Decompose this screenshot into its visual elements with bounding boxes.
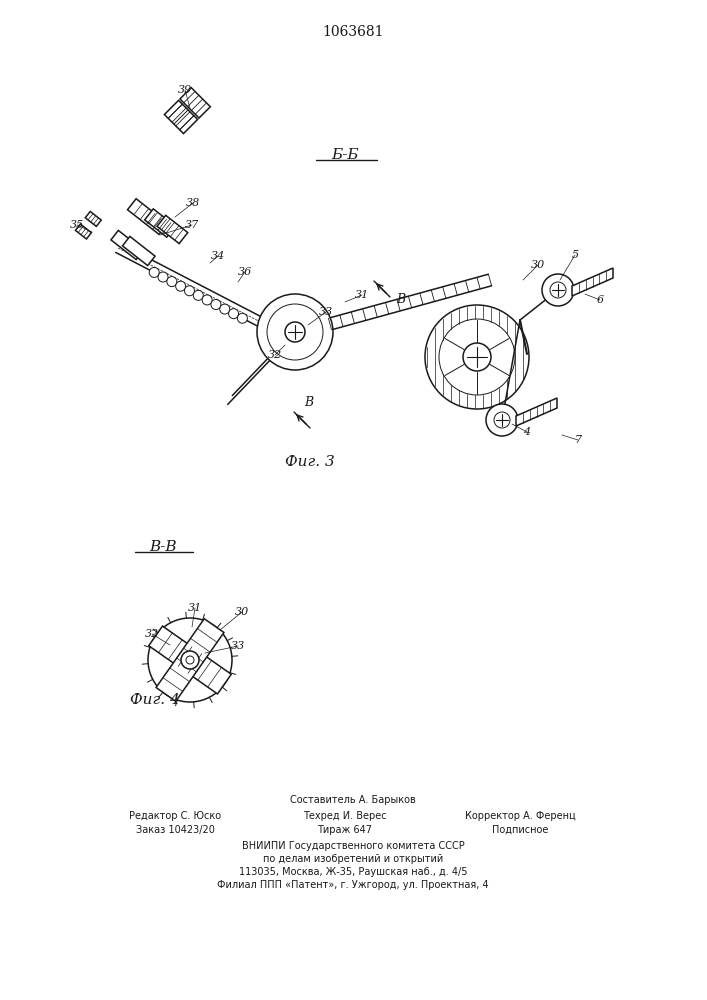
Polygon shape (122, 236, 155, 266)
Circle shape (425, 305, 529, 409)
Text: В-В: В-В (149, 540, 177, 554)
Circle shape (175, 281, 186, 291)
Text: 33: 33 (319, 307, 333, 317)
Text: 38: 38 (186, 198, 200, 208)
Circle shape (193, 290, 204, 300)
Polygon shape (145, 209, 175, 237)
Text: Тираж 647: Тираж 647 (317, 825, 373, 835)
Text: 31: 31 (355, 290, 369, 300)
Text: Подписное: Подписное (492, 825, 548, 835)
Circle shape (158, 272, 168, 282)
Circle shape (267, 304, 323, 360)
Polygon shape (156, 619, 224, 701)
Text: Фиг. 4: Фиг. 4 (130, 693, 180, 707)
Text: 36: 36 (238, 267, 252, 277)
Circle shape (439, 319, 515, 395)
Text: В: В (396, 293, 405, 306)
Text: 39: 39 (178, 85, 192, 95)
Text: Заказ 10423/20: Заказ 10423/20 (136, 825, 214, 835)
Circle shape (228, 309, 238, 319)
Text: В: В (304, 396, 313, 409)
Polygon shape (127, 199, 168, 234)
Text: ВНИИПИ Государственного комитета СССР: ВНИИПИ Государственного комитета СССР (242, 841, 464, 851)
Polygon shape (76, 224, 91, 239)
Polygon shape (111, 230, 144, 260)
Polygon shape (516, 398, 557, 426)
Text: Составитель А. Барыков: Составитель А. Барыков (290, 795, 416, 805)
Circle shape (285, 322, 305, 342)
Circle shape (220, 304, 230, 314)
Polygon shape (148, 626, 231, 694)
Text: Б-Б: Б-Б (331, 148, 359, 162)
Circle shape (257, 294, 333, 370)
Text: 33: 33 (231, 641, 245, 651)
Text: 4: 4 (523, 427, 530, 437)
Circle shape (167, 277, 177, 287)
Circle shape (486, 404, 518, 436)
Text: 35: 35 (70, 220, 84, 230)
Text: 32: 32 (268, 350, 282, 360)
Text: 37: 37 (185, 220, 199, 230)
Text: 5: 5 (571, 250, 578, 260)
Polygon shape (157, 215, 188, 244)
Text: 32: 32 (145, 629, 159, 639)
Circle shape (186, 656, 194, 664)
Polygon shape (572, 268, 613, 296)
Text: 31: 31 (188, 603, 202, 613)
Circle shape (211, 300, 221, 310)
Circle shape (238, 313, 247, 323)
Text: 30: 30 (235, 607, 249, 617)
Polygon shape (180, 88, 211, 118)
Text: по делам изобретений и открытий: по делам изобретений и открытий (263, 854, 443, 864)
Circle shape (149, 267, 159, 277)
Polygon shape (86, 211, 101, 226)
Circle shape (550, 282, 566, 298)
Text: Техред И. Верес: Техред И. Верес (303, 811, 387, 821)
Circle shape (542, 274, 574, 306)
Circle shape (181, 651, 199, 669)
Text: Редактор С. Юско: Редактор С. Юско (129, 811, 221, 821)
Text: 34: 34 (211, 251, 225, 261)
Circle shape (185, 286, 194, 296)
Text: Корректор А. Ференц: Корректор А. Ференц (464, 811, 575, 821)
Circle shape (494, 412, 510, 428)
Text: Филиал ПΠΠ «Патент», г. Ужгород, ул. Проектная, 4: Филиал ПΠΠ «Патент», г. Ужгород, ул. Про… (217, 880, 489, 890)
Text: 1063681: 1063681 (322, 25, 384, 39)
Text: 113035, Москва, Ж-35, Раушская наб., д. 4/5: 113035, Москва, Ж-35, Раушская наб., д. … (239, 867, 467, 877)
Text: 7: 7 (574, 435, 582, 445)
Text: Фиг. 3: Фиг. 3 (285, 455, 335, 469)
Circle shape (202, 295, 212, 305)
Text: 30: 30 (531, 260, 545, 270)
Circle shape (463, 343, 491, 371)
Text: 6: 6 (597, 295, 604, 305)
Polygon shape (164, 100, 198, 134)
